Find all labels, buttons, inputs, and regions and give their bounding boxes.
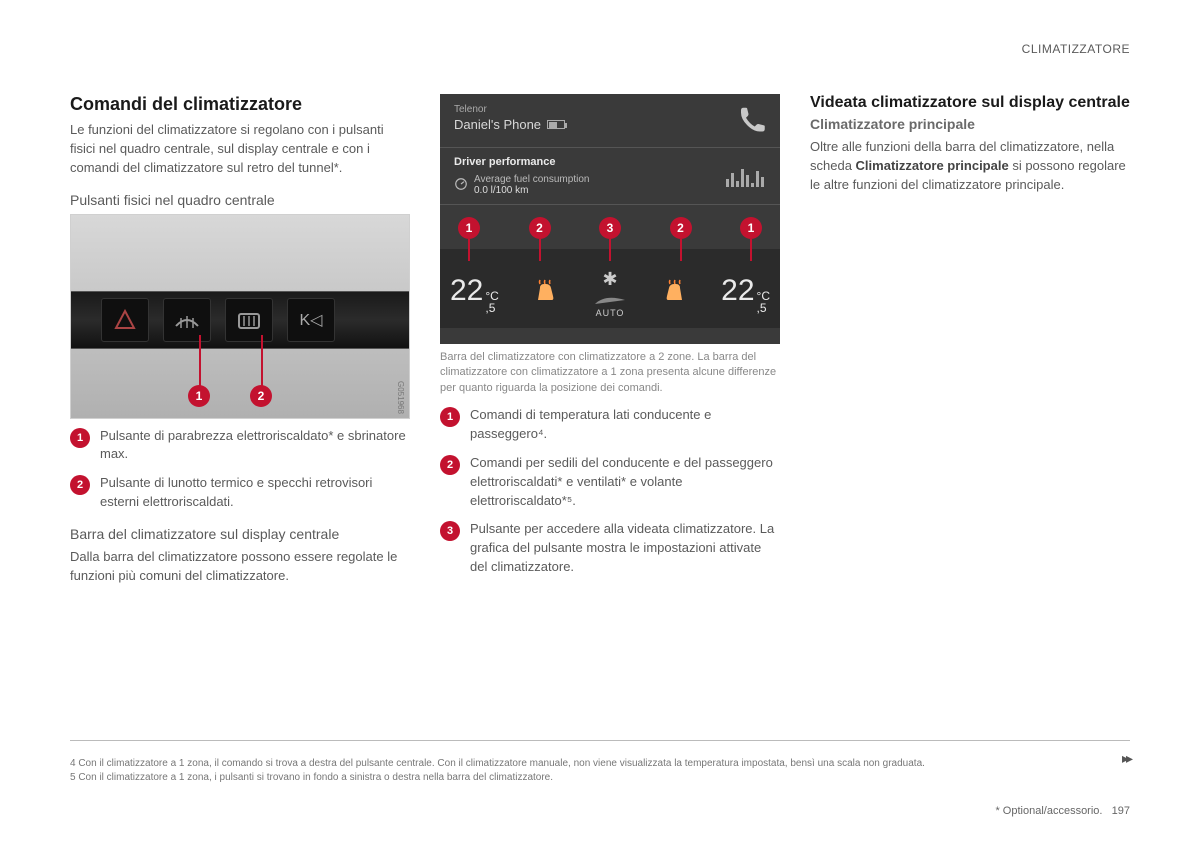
perf-head: Driver performance (454, 156, 589, 168)
callout-3: 3 (599, 217, 621, 239)
display-callouts: 1 2 3 2 1 (440, 205, 780, 239)
phone-status: Telenor Daniel's Phone (454, 104, 565, 132)
bullet-2: 2 (440, 455, 460, 475)
col3-title: Videata climatizzatore sul display centr… (810, 94, 1130, 112)
bullet-2: 2 (70, 475, 90, 495)
bar-chart-icon (726, 161, 766, 192)
fan-icon: ✱ (602, 269, 617, 290)
button-strip: K◁ (71, 291, 409, 349)
display-top-row: Telenor Daniel's Phone (440, 94, 780, 147)
list-text: Pulsante di lunotto termico e specchi re… (100, 474, 410, 512)
content-columns: Comandi del climatizzatore Le funzioni d… (70, 94, 1130, 734)
callout-2: 2 (529, 217, 551, 239)
temp-left-val: 22 (450, 274, 483, 308)
temp-unit-r: °C,5 (757, 290, 770, 314)
callout-line-1 (199, 335, 201, 387)
page-number: 197 (1112, 805, 1130, 817)
list-item: 1 Comandi di temperatura lati conducente… (440, 406, 780, 444)
front-defrost-button (163, 298, 211, 342)
column-2: Telenor Daniel's Phone Driver performanc… (440, 94, 780, 734)
col3-body-bold: Climatizzatore principale (856, 158, 1009, 173)
callout-marker-2: 2 (250, 385, 272, 407)
footnote-5: 5 Con il climatizzatore a 1 zona, i puls… (70, 771, 1130, 785)
phone-name: Daniel's Phone (454, 117, 541, 132)
list-item: 2 Comandi per sedili del conducente e de… (440, 454, 780, 511)
gauge-icon (454, 177, 468, 194)
col1-sub1: Pulsanti fisici nel quadro centrale (70, 192, 410, 208)
carrier-label: Telenor (454, 104, 565, 115)
callout-1: 1 (458, 217, 480, 239)
airflow-icon (593, 292, 627, 306)
figure-code: G051968 (396, 381, 405, 414)
list-text: Comandi per sedili del conducente e del … (470, 454, 780, 511)
list-text: Comandi di temperatura lati conducente e… (470, 406, 780, 444)
col1-list: 1 Pulsante di parabrezza elettroriscalda… (70, 427, 410, 512)
temp-right: 22 °C,5 (721, 274, 770, 314)
fig2-caption: Barra del climatizzatore con climatizzat… (440, 350, 780, 396)
bullet-1: 1 (440, 407, 460, 427)
optional-note: * Optional/accessorio. (995, 805, 1102, 817)
phone-icon (736, 104, 766, 141)
temp-unit: °C,5 (485, 290, 498, 314)
callout-marker-1: 1 (188, 385, 210, 407)
callout-2b: 2 (670, 217, 692, 239)
performance-panel: Driver performance Average fuel consumpt… (440, 147, 780, 205)
rear-defrost-button (225, 298, 273, 342)
perf-label: Average fuel consumption (474, 174, 589, 185)
list-item: 3 Pulsante per accedere alla videata cli… (440, 520, 780, 577)
list-item: 1 Pulsante di parabrezza elettroriscalda… (70, 427, 410, 465)
figure-center-display: Telenor Daniel's Phone Driver performanc… (440, 94, 780, 344)
footnote-4: 4 Con il climatizzatore a 1 zona, il com… (70, 757, 1130, 771)
col1-intro: Le funzioni del climatizzatore si regola… (70, 121, 410, 178)
auto-button: ✱ AUTO (593, 269, 627, 318)
col1-title: Comandi del climatizzatore (70, 94, 410, 115)
col1-sub2: Barra del climatizzatore sul display cen… (70, 526, 410, 542)
list-text: Pulsante per accedere alla videata clima… (470, 520, 780, 577)
seat-heat-left-icon (532, 278, 560, 310)
callout-1b: 1 (740, 217, 762, 239)
list-item: 2 Pulsante di lunotto termico e specchi … (70, 474, 410, 512)
column-1: Comandi del climatizzatore Le funzioni d… (70, 94, 410, 734)
temp-left: 22 °C,5 (450, 274, 499, 314)
col1-sub2-body: Dalla barra del climatizzatore possono e… (70, 548, 410, 586)
footnote-separator (70, 740, 1130, 741)
hazard-button (101, 298, 149, 342)
page-footer: * Optional/accessorio. 197 (995, 805, 1130, 817)
column-3: Videata climatizzatore sul display centr… (810, 94, 1130, 734)
continued-arrows: ▸▸ (1122, 750, 1130, 767)
battery-icon (547, 120, 565, 129)
callout-line-2 (261, 335, 263, 387)
col3-sub: Climatizzatore principale (810, 116, 1130, 132)
seat-heat-right-icon (660, 278, 688, 310)
figure-physical-buttons: K◁ 1 2 G051968 (70, 214, 410, 419)
bullet-3: 3 (440, 521, 460, 541)
section-header: CLIMATIZZATORE (1022, 42, 1130, 56)
col2-list: 1 Comandi di temperatura lati conducente… (440, 406, 780, 577)
bullet-1: 1 (70, 428, 90, 448)
footnotes: 4 Con il climatizzatore a 1 zona, il com… (70, 757, 1130, 785)
perf-value: 0.0 l/100 km (474, 185, 528, 196)
list-text: Pulsante di parabrezza elettroriscaldato… (100, 427, 410, 465)
col3-body: Oltre alle funzioni della barra del clim… (810, 138, 1130, 195)
prev-track-button: K◁ (287, 298, 335, 342)
auto-label: AUTO (596, 308, 625, 318)
temp-right-val: 22 (721, 274, 754, 308)
